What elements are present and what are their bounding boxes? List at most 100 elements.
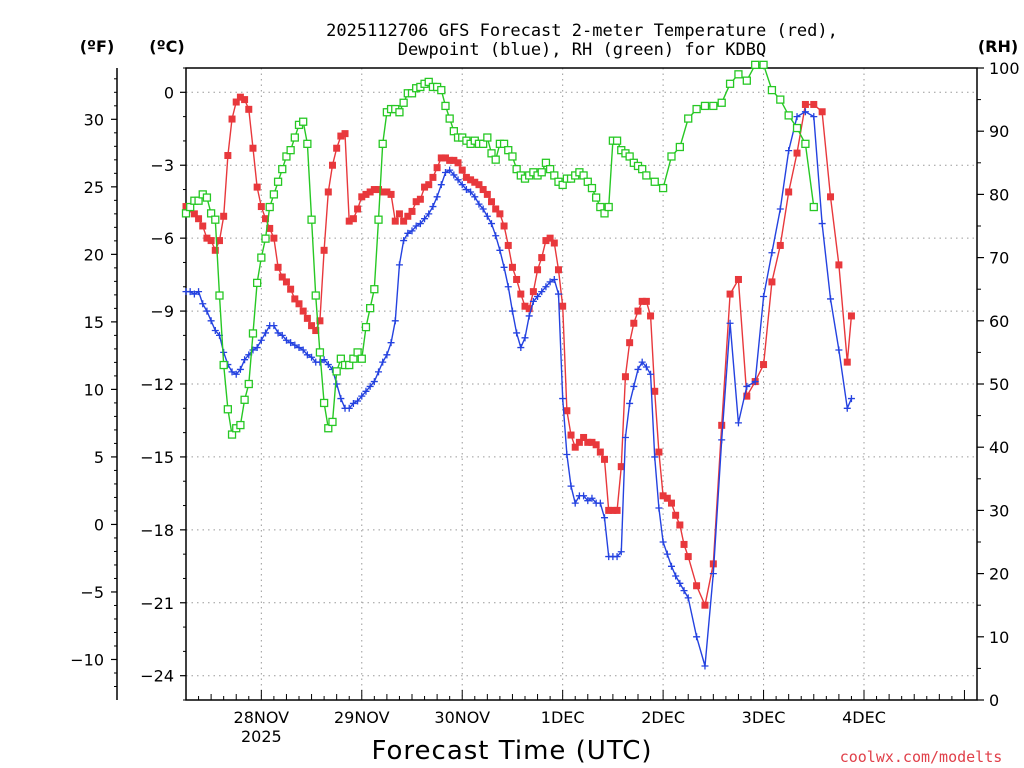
dewpoint-point (379, 358, 387, 366)
rh-point (278, 164, 287, 174)
dewpoint-point (504, 283, 512, 291)
temperature-point (354, 205, 362, 213)
dewpoint-point (517, 344, 525, 352)
rh-point (345, 360, 354, 370)
temperature-point (504, 241, 512, 249)
dewpoint-point (567, 482, 575, 490)
temperature-point (634, 307, 642, 315)
celsius-axis-ticks: 0 −3 −6 −9 −12 −15 −18 −21 −24 (140, 67, 186, 701)
temperature-point (400, 217, 408, 225)
temperature-point (433, 164, 441, 172)
temperature-point (421, 183, 429, 191)
rh-point (658, 183, 668, 193)
rh-point (604, 202, 613, 212)
c-tick-label: −9 (150, 302, 174, 321)
temperature-point (596, 448, 604, 456)
rh-point (650, 177, 659, 186)
rh-tick-label: 100 (989, 59, 1020, 78)
dewpoint-point (195, 288, 203, 296)
temperature-point (785, 188, 793, 196)
dewpoint-point (538, 288, 546, 296)
temperature-point (328, 161, 336, 169)
temperature-point (274, 263, 282, 271)
c-tick-label: −3 (150, 156, 174, 175)
rh-tick-label: 70 (989, 249, 1009, 268)
temperature-point (601, 455, 609, 463)
dewpoint-point (295, 344, 303, 352)
temperature-point (450, 156, 458, 164)
temperature-point (303, 314, 311, 322)
rh-point (240, 395, 249, 404)
f-tick-label: 30 (84, 110, 104, 129)
dewpoint-point (274, 329, 282, 337)
temperature-point (182, 203, 190, 211)
rh-point (361, 322, 371, 332)
temperature-point (236, 93, 244, 101)
dewpoint-point (492, 232, 500, 240)
temperature-point (701, 601, 709, 609)
dewpoint-point (617, 548, 625, 556)
rh-point (206, 209, 216, 218)
dewpoint-point (751, 378, 759, 386)
temperature-point (345, 217, 353, 225)
rh-point (667, 152, 676, 161)
date-tick-label: 4DEC (842, 708, 886, 727)
temperature-point (454, 159, 462, 167)
temperature-point (693, 582, 701, 590)
temperature-point (517, 290, 525, 298)
chart-title-line-2: Dewpoint (blue), RH (green) for KDBQ (398, 40, 766, 60)
fahrenheit-axis-ticks: 30 25 20 15 10 5 0 −5 −10 (70, 78, 117, 687)
dewpoint-point (282, 336, 290, 344)
temperature-point (605, 506, 613, 514)
rh-point (700, 101, 710, 111)
temperature-point (262, 215, 270, 223)
f-tick-label: −10 (70, 650, 104, 669)
dewpoint-point (676, 579, 684, 587)
dewpoint-point (257, 336, 265, 344)
temperature-point (801, 100, 809, 108)
dewpoint-point (827, 295, 835, 303)
rh-tick-label: 10 (989, 628, 1009, 647)
c-tick-label: 0 (164, 83, 174, 102)
temperature-point (366, 188, 374, 196)
temperature-point (341, 130, 349, 138)
rh-point (332, 367, 341, 376)
dewpoint-point (408, 227, 416, 235)
rh-point (579, 171, 588, 180)
dewpoint-point (601, 514, 609, 522)
temperature-point (793, 149, 801, 157)
rh-point (784, 111, 793, 120)
dewpoint-point (236, 365, 244, 373)
dewpoint-point (211, 327, 219, 335)
dewpoint-point (450, 171, 458, 179)
temperature-point (567, 431, 575, 439)
dewpoint-point (718, 436, 726, 444)
rh-point (244, 379, 253, 389)
date-tick-label: 2DEC (641, 708, 685, 727)
rh-point (512, 164, 521, 174)
temperature-point (492, 205, 500, 213)
temperature-point (412, 198, 420, 206)
dewpoint-point (701, 662, 709, 670)
rh-point (261, 234, 270, 243)
rh-point (596, 202, 605, 212)
temperature-point (358, 193, 366, 201)
rh-point (299, 117, 308, 126)
temperature-point (584, 438, 592, 446)
rh-point (395, 108, 404, 117)
rh-point (558, 180, 567, 190)
dewpoint-point (203, 307, 211, 315)
dewpoint-point (349, 399, 357, 407)
rh-point (265, 202, 274, 212)
dewpoint-point (308, 353, 316, 361)
dewpoint-point (383, 351, 391, 359)
dewpoint-point (500, 263, 508, 271)
dewpoint-point (471, 193, 479, 201)
dewpoint-point (647, 370, 655, 378)
f-tick-label: −5 (80, 583, 104, 602)
dewpoint-point (232, 370, 240, 378)
temperature-point (475, 181, 483, 189)
temperature-point (575, 438, 583, 446)
temperature-point (425, 181, 433, 189)
rh-point (537, 168, 546, 177)
